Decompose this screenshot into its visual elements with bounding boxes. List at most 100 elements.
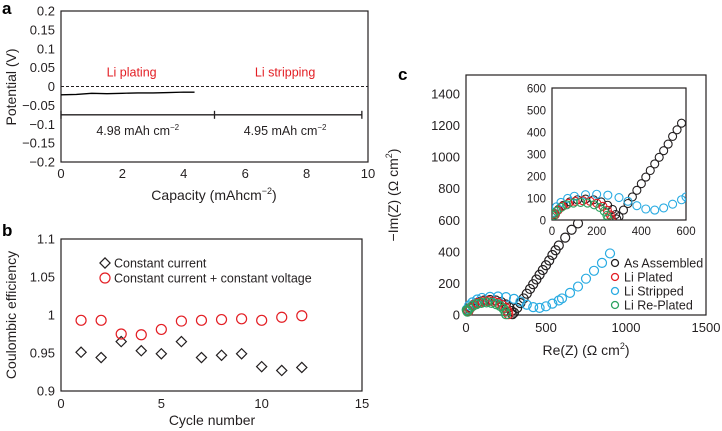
nyquist-point-li-stripped bbox=[521, 299, 532, 310]
legend-marker bbox=[610, 258, 620, 268]
inset-point-li-re-plated bbox=[568, 198, 578, 208]
inset-point-as-assembled bbox=[650, 159, 660, 169]
panel-a-xtick-label: 6 bbox=[242, 166, 249, 181]
inset-chart: 0 100 200 300 400 500 600 0 200 400 600 bbox=[527, 73, 722, 239]
nyquist-point-li-stripped bbox=[596, 257, 608, 268]
inset-point-li-plated bbox=[578, 196, 588, 206]
panel-b-xtick-label: 15 bbox=[355, 396, 369, 411]
inset-point-as-assembled bbox=[663, 139, 673, 149]
cccv-data-point bbox=[195, 314, 208, 326]
inset-point-li-stripped bbox=[650, 205, 660, 215]
inset-point-li-stripped bbox=[716, 165, 722, 173]
panel-b-ytick-label: 0.9 bbox=[37, 384, 55, 399]
inset-point-li-stripped bbox=[569, 191, 579, 201]
panel-b-xtick-label: 10 bbox=[254, 396, 268, 411]
inset-ytick-label: 200 bbox=[527, 172, 546, 184]
inset-point-li-stripped bbox=[603, 190, 613, 200]
panel-label-b: b bbox=[2, 221, 12, 240]
legend-label: Li Plated bbox=[624, 271, 673, 285]
panel-a-xtick-label: 8 bbox=[303, 166, 310, 181]
nyquist-point-as-assembled bbox=[544, 255, 555, 266]
panel-a-ytick-label: −0.2 bbox=[29, 155, 55, 170]
inset-point-li-stripped bbox=[580, 190, 591, 200]
panel-c-ytick-label: 400 bbox=[438, 244, 460, 259]
cc-data-point bbox=[175, 335, 188, 348]
nyquist-point-li-stripped bbox=[508, 293, 520, 304]
cc-data-point bbox=[75, 346, 88, 359]
panel-a-ytick-label: −0.15 bbox=[22, 136, 55, 151]
panel-a-xtick-label: 0 bbox=[57, 166, 64, 181]
panel-c-chart: −Im(Z) (Ω cm2) Re(Z) (Ω cm2) 0 200 400 600 8… bbox=[384, 73, 722, 358]
legend-label: Li Re-Plated bbox=[624, 299, 693, 313]
inset-point-li-stripped bbox=[623, 196, 633, 206]
cccv-data-point bbox=[276, 311, 288, 323]
inset-ytick-label: 0 bbox=[540, 216, 546, 228]
panel-c-xtick-label: 1500 bbox=[692, 320, 721, 335]
inset-point-as-assembled bbox=[676, 118, 686, 128]
legend-label: Constant current bbox=[114, 257, 207, 271]
panel-c-ytick-label: 1200 bbox=[431, 118, 460, 133]
panel-b-xlabel: Cycle number bbox=[169, 412, 256, 428]
panel-c-ylabel: −Im(Z) (Ω cm2) bbox=[384, 149, 401, 242]
nyquist-point-li-stripped bbox=[588, 265, 600, 276]
cc-data-point bbox=[275, 364, 288, 377]
cccv-data-point bbox=[175, 315, 187, 327]
nyquist-point-li-re-plated bbox=[476, 297, 487, 308]
panel-b-xtick-label: 0 bbox=[57, 396, 64, 411]
inset-ytick-label: 300 bbox=[527, 150, 546, 162]
nyquist-point-li-stripped bbox=[572, 281, 584, 292]
inset-xtick-label: 600 bbox=[676, 226, 695, 238]
cc-data-point bbox=[135, 344, 148, 357]
inset-point-as-assembled bbox=[672, 125, 682, 135]
panel-a-ytick-label: 0 bbox=[48, 79, 55, 94]
panel-b-plot-frame bbox=[60, 238, 363, 392]
inset-points bbox=[552, 73, 722, 220]
nyquist-point-li-re-plated bbox=[486, 297, 497, 308]
inset-point-as-assembled bbox=[668, 131, 678, 141]
cc-data-point bbox=[155, 347, 168, 360]
inset-point-li-stripped bbox=[563, 193, 573, 203]
inset-point-li-re-plated bbox=[556, 202, 566, 213]
nyquist-point-li-stripped bbox=[564, 287, 576, 298]
inset-point-li-stripped bbox=[676, 195, 686, 205]
nyquist-point-li-stripped bbox=[553, 295, 564, 306]
cc-data-point bbox=[235, 347, 248, 360]
cc-data-point bbox=[195, 351, 208, 364]
nyquist-point-as-assembled bbox=[553, 240, 564, 251]
panel-c-ytick-label: 800 bbox=[438, 181, 460, 196]
cc-data-point bbox=[255, 360, 268, 373]
panel-a-ytick-label: 0.15 bbox=[30, 22, 55, 37]
panel-b-ytick-label: 1.1 bbox=[37, 232, 55, 247]
cc-data-point bbox=[95, 351, 108, 364]
panel-b-ylabel: Coulombic efficiency bbox=[3, 251, 19, 379]
inset-point-as-assembled bbox=[659, 146, 669, 156]
panel-label-a: a bbox=[2, 0, 12, 18]
nyquist-point-li-re-plated bbox=[464, 303, 475, 314]
nyquist-point-li-stripped bbox=[580, 273, 592, 284]
panel-c-ytick-label: 200 bbox=[438, 276, 460, 291]
inset-ytick-label: 400 bbox=[527, 128, 546, 140]
inset-plot-frame bbox=[551, 87, 687, 221]
panel-b-chart: Coulombic efficiency Cycle number 1.1 1.0… bbox=[3, 232, 369, 429]
inset-point-li-stripped bbox=[614, 193, 624, 203]
inset-ytick-label: 600 bbox=[527, 84, 546, 96]
nyquist-point-li-stripped bbox=[515, 296, 526, 307]
inset-point-li-stripped bbox=[632, 201, 642, 211]
inset-point-as-assembled bbox=[618, 205, 629, 215]
panel-c-xtick-label: 500 bbox=[535, 320, 557, 335]
annotation-label: 4.98 mAh cm−2 bbox=[96, 123, 179, 138]
panel-c-xtick-label: 1000 bbox=[612, 320, 641, 335]
nyquist-point-li-re-plated bbox=[495, 300, 506, 312]
panel-a-xtick-label: 10 bbox=[361, 166, 375, 181]
panel-c-ytick-label: 600 bbox=[438, 213, 460, 228]
inset-point-li-stripped bbox=[668, 199, 678, 209]
legend-marker bbox=[99, 257, 111, 269]
inset-point-as-assembled bbox=[716, 73, 722, 81]
cccv-data-point bbox=[215, 313, 228, 326]
inset-point-li-re-plated bbox=[603, 214, 613, 220]
nyquist-point-li-stripped bbox=[604, 248, 616, 259]
inset-xtick-label: 400 bbox=[632, 226, 651, 238]
potential-curve bbox=[60, 91, 195, 96]
inset-point-as-assembled bbox=[607, 204, 618, 214]
nyquist-point-li-stripped bbox=[540, 301, 552, 312]
